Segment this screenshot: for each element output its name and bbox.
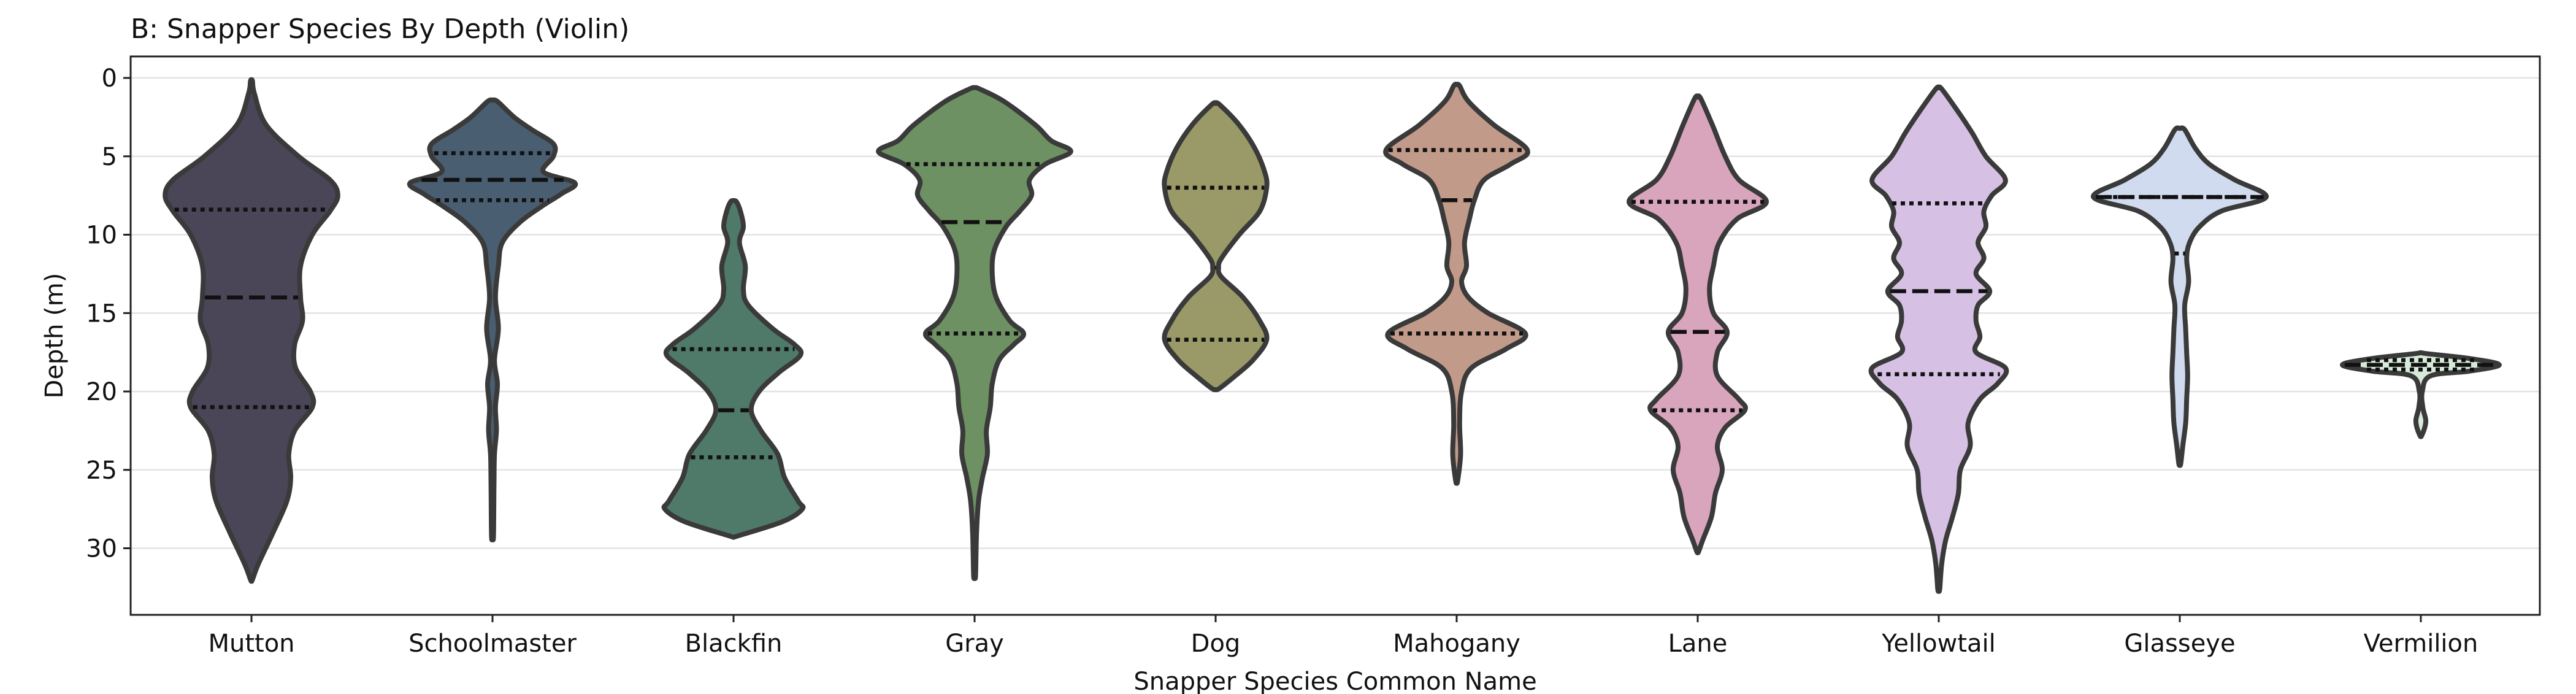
violin-plot-area: [163, 77, 2502, 594]
x-tick-label: Schoolmaster: [408, 630, 577, 658]
plot-frame: [129, 55, 2541, 616]
violin-body: [1627, 93, 1769, 555]
violin-gray: [876, 85, 1073, 581]
violin-schoolmaster: [407, 97, 578, 542]
y-tick-label: 10: [86, 222, 117, 250]
violin-lane: [1627, 93, 1769, 555]
y-tick-label: 25: [86, 457, 117, 485]
x-tick-label: Mahogany: [1393, 630, 1520, 658]
x-axis-label: Snapper Species Common Name: [1133, 668, 1536, 694]
y-tick-label: 15: [86, 299, 117, 328]
y-tick-label: 20: [86, 378, 117, 406]
violin-body: [661, 198, 806, 540]
violin-dog: [1162, 100, 1270, 393]
violin-yellowtail: [1868, 84, 2009, 594]
x-axis: Mutton Schoolmaster Blackfin Gray Dog Mahogan…: [208, 615, 2478, 658]
violin-mutton: [163, 77, 340, 584]
x-tick-label: Mutton: [208, 630, 294, 658]
violin-blackfin: [661, 198, 806, 540]
chart-title: B: Snapper Species By Depth (Violin): [131, 13, 629, 45]
violin-body: [407, 97, 578, 542]
y-tick-label: 30: [86, 535, 117, 563]
violin-mahogany: [1383, 82, 1530, 486]
y-tick-label: 0: [102, 64, 117, 93]
violin-body: [163, 77, 340, 584]
violin-body: [2091, 125, 2269, 468]
x-tick-label: Gray: [945, 630, 1004, 658]
violin-body: [1162, 100, 1270, 393]
x-tick-label: Blackfin: [685, 630, 783, 658]
x-tick-label: Dog: [1191, 630, 1241, 658]
y-axis: 0 5 10 15 20 25 30: [86, 64, 131, 563]
x-tick-label: Vermilion: [2364, 630, 2478, 658]
violin-body: [1383, 82, 1530, 486]
violin-body: [2340, 350, 2502, 439]
violin-glasseye: [2091, 125, 2269, 468]
y-axis-label: Depth (m): [40, 273, 69, 399]
y-tick-label: 5: [102, 143, 117, 171]
x-tick-label: Lane: [1668, 630, 1728, 658]
violin-body: [1868, 84, 2009, 594]
x-tick-label: Yellowtail: [1881, 630, 1996, 658]
x-tick-label: Glasseye: [2124, 630, 2235, 658]
violin-vermilion: [2340, 350, 2502, 439]
